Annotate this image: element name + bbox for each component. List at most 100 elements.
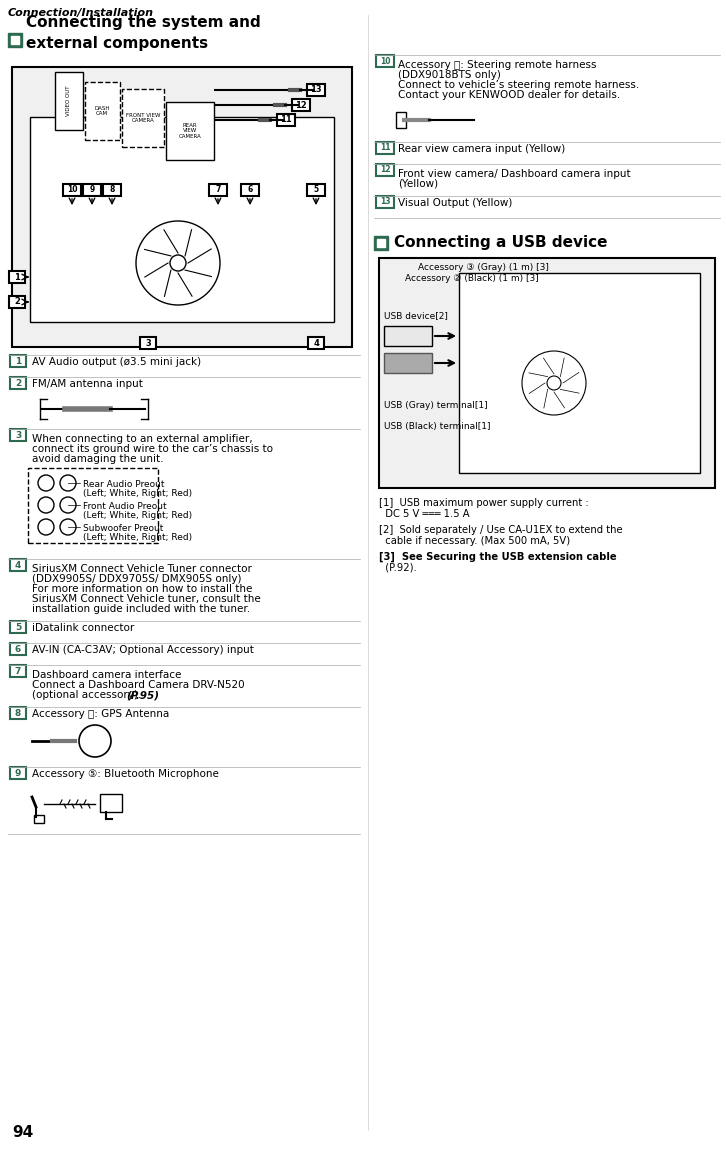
Bar bbox=[9, 296, 25, 308]
Text: Accessory ⑤: Bluetooth Microphone: Accessory ⑤: Bluetooth Microphone bbox=[32, 769, 219, 778]
Text: (optional accessory).: (optional accessory). bbox=[32, 690, 144, 700]
Text: 9: 9 bbox=[15, 768, 21, 777]
Bar bbox=[376, 164, 394, 176]
Text: USB device[2]: USB device[2] bbox=[384, 312, 448, 320]
Text: 6: 6 bbox=[15, 644, 21, 654]
Bar bbox=[459, 273, 700, 474]
Text: avoid damaging the unit.: avoid damaging the unit. bbox=[32, 454, 163, 464]
Bar bbox=[10, 355, 26, 367]
Text: connect its ground wire to the car’s chassis to: connect its ground wire to the car’s cha… bbox=[32, 444, 273, 454]
Bar bbox=[34, 815, 44, 824]
Text: REAR
VIEW
CAMERA: REAR VIEW CAMERA bbox=[179, 122, 201, 140]
Text: FRONT VIEW
CAMERA: FRONT VIEW CAMERA bbox=[126, 112, 160, 124]
Bar bbox=[10, 707, 26, 720]
Text: 3: 3 bbox=[145, 338, 151, 348]
FancyBboxPatch shape bbox=[8, 33, 22, 47]
Text: 13: 13 bbox=[310, 85, 322, 95]
Text: 6: 6 bbox=[248, 186, 253, 194]
Text: 94: 94 bbox=[12, 1125, 33, 1140]
Bar bbox=[85, 82, 120, 140]
Text: 12: 12 bbox=[295, 100, 307, 110]
Text: Connecting the system and
external components: Connecting the system and external compo… bbox=[26, 15, 261, 51]
Text: 9: 9 bbox=[89, 186, 94, 194]
Text: 5: 5 bbox=[314, 186, 319, 194]
Text: USB (Black) terminal[1]: USB (Black) terminal[1] bbox=[384, 422, 491, 431]
Text: Rear view camera input (Yellow): Rear view camera input (Yellow) bbox=[398, 144, 566, 154]
Bar bbox=[241, 184, 259, 196]
Bar bbox=[103, 184, 121, 196]
Bar bbox=[55, 72, 83, 131]
Bar bbox=[209, 184, 227, 196]
Text: AV Audio output (ø3.5 mini jack): AV Audio output (ø3.5 mini jack) bbox=[32, 357, 201, 367]
Text: Accessory ⑪: Steering remote harness: Accessory ⑪: Steering remote harness bbox=[398, 60, 597, 70]
Bar bbox=[307, 84, 325, 96]
Bar bbox=[10, 643, 26, 655]
Bar bbox=[30, 117, 334, 322]
Text: Accessory ⑹: GPS Antenna: Accessory ⑹: GPS Antenna bbox=[32, 709, 169, 720]
Text: Visual Output (Yellow): Visual Output (Yellow) bbox=[398, 198, 513, 208]
Text: VIDEO OUT: VIDEO OUT bbox=[67, 85, 71, 117]
Text: 2: 2 bbox=[15, 379, 21, 387]
Text: Connection/Installation: Connection/Installation bbox=[8, 8, 154, 18]
Text: (P.92).: (P.92). bbox=[379, 562, 417, 573]
Text: (DDX9905S/ DDX9705S/ DMX905S only): (DDX9905S/ DDX9705S/ DMX905S only) bbox=[32, 574, 242, 584]
Bar bbox=[28, 468, 158, 543]
Text: 1: 1 bbox=[14, 273, 20, 282]
Text: 13: 13 bbox=[380, 198, 391, 207]
Text: installation guide included with the tuner.: installation guide included with the tun… bbox=[32, 604, 250, 614]
Bar bbox=[308, 337, 324, 349]
Bar bbox=[122, 89, 164, 147]
Text: 1: 1 bbox=[15, 357, 21, 365]
Text: Connect a Dashboard Camera DRV-N520: Connect a Dashboard Camera DRV-N520 bbox=[32, 680, 245, 690]
Bar bbox=[10, 559, 26, 571]
Text: 4: 4 bbox=[313, 338, 319, 348]
Text: [2]  Sold separately / Use CA-U1EX to extend the: [2] Sold separately / Use CA-U1EX to ext… bbox=[379, 526, 623, 535]
Text: [3]  See Securing the USB extension cable: [3] See Securing the USB extension cable bbox=[379, 552, 616, 562]
Text: (Left; White, Right; Red): (Left; White, Right; Red) bbox=[83, 511, 192, 520]
Bar bbox=[396, 112, 406, 128]
Text: (Left; White, Right; Red): (Left; White, Right; Red) bbox=[83, 489, 192, 498]
Text: (Yellow): (Yellow) bbox=[398, 179, 438, 189]
Text: [1]  USB maximum power supply current :: [1] USB maximum power supply current : bbox=[379, 498, 589, 508]
Text: 11: 11 bbox=[380, 143, 391, 152]
Text: (Left; White, Right; Red): (Left; White, Right; Red) bbox=[83, 532, 192, 542]
Bar bbox=[10, 429, 26, 441]
Text: Contact your KENWOOD dealer for details.: Contact your KENWOOD dealer for details. bbox=[398, 90, 620, 100]
Text: (DDX9018BTS only): (DDX9018BTS only) bbox=[398, 70, 501, 80]
Text: 11: 11 bbox=[280, 116, 292, 125]
Text: When connecting to an external amplifier,: When connecting to an external amplifier… bbox=[32, 434, 253, 444]
Bar bbox=[100, 793, 122, 812]
Text: Rear Audio Preout: Rear Audio Preout bbox=[83, 480, 165, 489]
Text: FM/AM antenna input: FM/AM antenna input bbox=[32, 379, 143, 389]
Text: 8: 8 bbox=[110, 186, 115, 194]
Text: 3: 3 bbox=[15, 431, 21, 440]
Text: 10: 10 bbox=[380, 57, 391, 66]
Bar bbox=[63, 184, 81, 196]
Text: 7: 7 bbox=[15, 666, 21, 676]
FancyBboxPatch shape bbox=[11, 36, 19, 44]
Text: 8: 8 bbox=[15, 708, 21, 717]
Text: 7: 7 bbox=[216, 186, 221, 194]
Bar bbox=[384, 353, 432, 373]
Text: USB (Gray) terminal[1]: USB (Gray) terminal[1] bbox=[384, 402, 488, 410]
FancyBboxPatch shape bbox=[374, 236, 388, 249]
Bar bbox=[292, 99, 310, 111]
Text: DASH
CAM: DASH CAM bbox=[94, 105, 110, 117]
Text: Connect to vehicle’s steering remote harness.: Connect to vehicle’s steering remote har… bbox=[398, 80, 640, 90]
Text: 5: 5 bbox=[15, 623, 21, 632]
Bar bbox=[12, 67, 352, 346]
Text: For more information on how to install the: For more information on how to install t… bbox=[32, 584, 253, 594]
Text: Dashboard camera interface: Dashboard camera interface bbox=[32, 670, 182, 680]
Text: SiriusXM Connect Vehicle tuner, consult the: SiriusXM Connect Vehicle tuner, consult … bbox=[32, 594, 261, 604]
Text: 4: 4 bbox=[15, 560, 21, 569]
Text: Front view camera/ Dashboard camera input: Front view camera/ Dashboard camera inpu… bbox=[398, 169, 631, 179]
FancyBboxPatch shape bbox=[377, 239, 385, 247]
Text: 12: 12 bbox=[380, 165, 391, 174]
Bar bbox=[10, 377, 26, 389]
Text: (P.95): (P.95) bbox=[126, 690, 160, 700]
Text: cable if necessary. (Max 500 mA, 5V): cable if necessary. (Max 500 mA, 5V) bbox=[379, 536, 570, 546]
Text: iDatalink connector: iDatalink connector bbox=[32, 623, 134, 633]
Bar bbox=[10, 767, 26, 778]
Text: AV-IN (CA-C3AV; Optional Accessory) input: AV-IN (CA-C3AV; Optional Accessory) inpu… bbox=[32, 644, 254, 655]
Text: DC 5 V ═══ 1.5 A: DC 5 V ═══ 1.5 A bbox=[379, 509, 470, 519]
